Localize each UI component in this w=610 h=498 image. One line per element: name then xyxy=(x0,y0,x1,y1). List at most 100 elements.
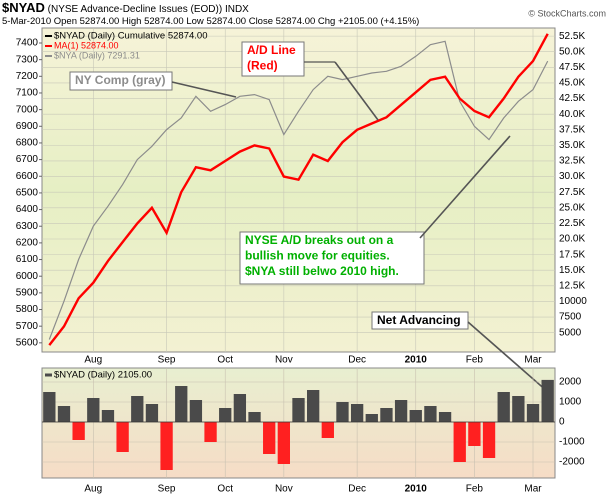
x-tick-label: Sep xyxy=(158,484,176,495)
annotation-text: NYSE A/D breaks out on a xyxy=(245,233,394,247)
symbol-name: (NYSE Advance-Decline Issues (EOD)) xyxy=(48,4,223,15)
bar xyxy=(145,404,159,422)
value: +2105.00 (+4.15%) xyxy=(338,16,419,27)
x-tick-label: Dec xyxy=(348,355,366,366)
bar xyxy=(175,386,188,422)
y-tick-label: -2000 xyxy=(559,457,585,468)
annotation-box xyxy=(69,71,173,91)
value: 52874.00 xyxy=(206,16,246,27)
value: 52874.00 xyxy=(276,16,316,27)
bar xyxy=(87,398,100,422)
annotation-text: bullish move for equities. xyxy=(245,249,390,263)
bar xyxy=(101,410,115,422)
bar xyxy=(350,404,364,422)
y-tick-label: 7100 xyxy=(16,88,39,99)
legend-label: MA(1) 52874.00 xyxy=(54,40,119,50)
bar xyxy=(131,396,144,422)
y-tick-label: 6600 xyxy=(16,171,39,182)
y-tick-label: 6300 xyxy=(16,221,39,232)
value: 52874.00 xyxy=(144,16,184,27)
x-tick-label: Mar xyxy=(524,484,542,495)
x-tick-label: Oct xyxy=(217,355,233,366)
bar xyxy=(438,412,452,422)
annotation-arrow xyxy=(419,135,511,239)
annotation-text: Net Advancing xyxy=(377,313,461,327)
y2-tick-label: 7500 xyxy=(559,312,582,323)
y2-tick-label: 37.5K xyxy=(559,124,585,135)
y2-tick-label: 15.0K xyxy=(559,265,585,276)
header-line-2: 5-Mar-2010 Open 52874.00 High 52874.00 L… xyxy=(2,16,419,27)
label: High xyxy=(122,16,142,27)
bar xyxy=(336,402,349,422)
y2-tick-label: 25.0K xyxy=(559,202,585,213)
x-tick-label: Sep xyxy=(158,355,176,366)
annotation-arrow xyxy=(171,81,237,98)
y2-tick-label: 52.5K xyxy=(559,31,585,42)
y-tick-label: 6500 xyxy=(16,188,39,199)
bar xyxy=(468,422,481,446)
x-tick-label: Aug xyxy=(84,484,102,495)
copyright: © StockCharts.com xyxy=(528,8,606,18)
bar xyxy=(263,422,276,454)
label: Close xyxy=(249,16,273,27)
y2-tick-label: 12.5K xyxy=(559,280,585,291)
x-tick-label: 2010 xyxy=(405,484,428,495)
bar xyxy=(277,422,290,464)
y-tick-label: 6700 xyxy=(16,154,39,165)
y2-tick-label: 35.0K xyxy=(559,140,585,151)
annotation-box xyxy=(371,311,469,330)
y2-tick-label: 17.5K xyxy=(559,249,585,260)
y-tick-label: 7400 xyxy=(16,38,39,49)
bar xyxy=(541,379,554,422)
bar xyxy=(526,404,540,422)
y-tick-label: 5700 xyxy=(16,321,39,332)
y2-tick-label: 32.5K xyxy=(559,156,585,167)
y-tick-label: 5600 xyxy=(16,337,39,348)
y2-tick-label: 27.5K xyxy=(559,187,585,198)
y2-tick-label: 10000 xyxy=(559,296,587,307)
bar xyxy=(160,422,173,470)
y-tick-label: 6000 xyxy=(16,271,39,282)
y2-tick-label: 22.5K xyxy=(559,218,585,229)
label: Low xyxy=(186,16,204,27)
bar xyxy=(219,408,232,422)
x-tick-label: Aug xyxy=(84,355,102,366)
bar xyxy=(424,406,437,422)
bar xyxy=(116,422,129,452)
bar xyxy=(453,422,466,462)
x-tick-label: Feb xyxy=(466,484,484,495)
legend-label: $NYA (Daily) 7291.31 xyxy=(54,50,140,60)
panel-title: $NYAD (Daily) 2105.00 xyxy=(54,370,152,381)
y2-tick-label: 5000 xyxy=(559,327,582,338)
bar xyxy=(57,406,71,422)
x-tick-label: Nov xyxy=(275,355,293,366)
y2-tick-label: 30.0K xyxy=(559,171,585,182)
bar xyxy=(233,394,247,422)
y2-tick-label: 47.5K xyxy=(559,62,585,73)
annotation-text: $NYA still belwo 2010 high. xyxy=(245,264,399,278)
label: Open xyxy=(54,16,77,27)
bar xyxy=(409,410,422,422)
y-tick-label: 6200 xyxy=(16,238,39,249)
bar xyxy=(497,392,510,422)
y-tick-label: 6400 xyxy=(16,204,39,215)
date: 5-Mar-2010 xyxy=(2,16,51,27)
annotation-arrow xyxy=(467,321,549,393)
bar xyxy=(365,414,378,422)
annotation-box xyxy=(241,41,305,77)
bar xyxy=(482,422,496,458)
y-tick-label: 6900 xyxy=(16,121,39,132)
series-line xyxy=(48,33,549,346)
y-tick-label: 6800 xyxy=(16,138,39,149)
y-tick-label: 5800 xyxy=(16,304,39,315)
symbol: $NYAD xyxy=(2,0,45,15)
annotation-text: A/D Line xyxy=(247,43,296,57)
y-tick-label: 7300 xyxy=(16,54,39,65)
bar xyxy=(204,422,217,442)
y-tick-label: 7200 xyxy=(16,71,39,82)
bar xyxy=(307,390,320,422)
y2-tick-label: 50.0K xyxy=(559,46,585,57)
bar xyxy=(321,422,334,438)
y2-tick-label: 20.0K xyxy=(559,234,585,245)
